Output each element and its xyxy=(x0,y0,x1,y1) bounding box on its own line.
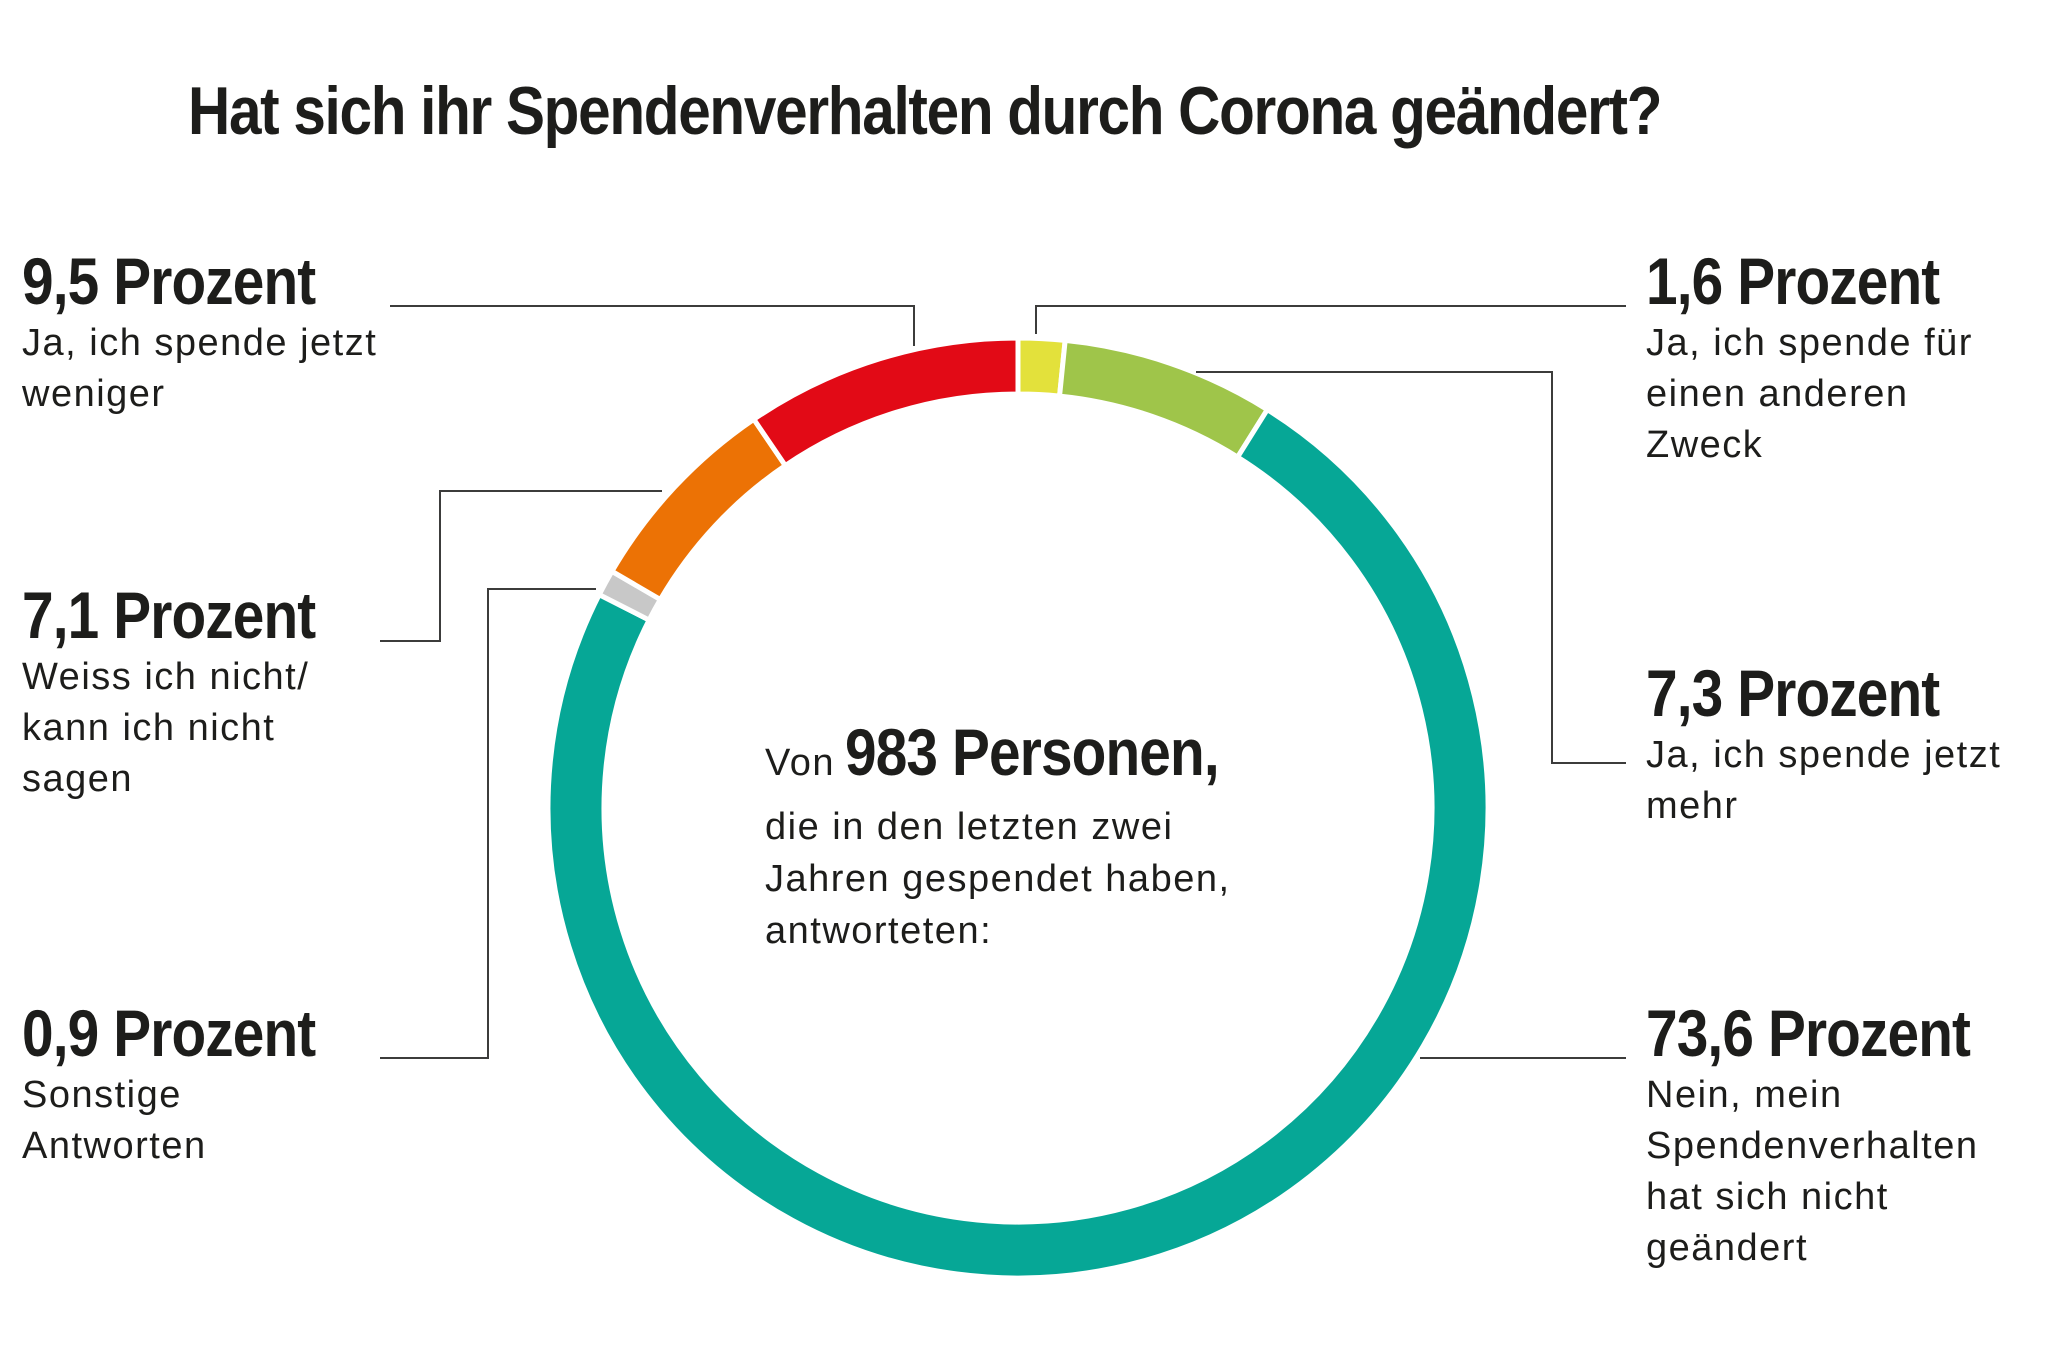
label-value: 0,9 Prozent xyxy=(22,996,316,1070)
label-sonstige: 0,9 Prozent Sonstige Antworten xyxy=(22,1000,442,1172)
label-value: 7,1 Prozent xyxy=(22,578,316,652)
donut-slice-nein-unveraendert xyxy=(545,406,1491,1281)
center-annotation: Von 983 Personen, die in den letzten zwei… xyxy=(765,715,1325,957)
center-line: Jahren gespendet haben, xyxy=(765,858,1231,900)
center-count: 983 Personen, xyxy=(845,715,1220,789)
leader-lines xyxy=(380,305,1626,1059)
label-desc-line: Sonstige xyxy=(22,1074,182,1116)
label-nein-unveraendert: 73,6 Prozent Nein, mein Spendenverhalten… xyxy=(1646,1000,2048,1274)
label-desc-line: Weiss ich nicht/ xyxy=(22,656,310,698)
label-value: 9,5 Prozent xyxy=(22,244,316,318)
label-spende-anderen-zweck: 1,6 Prozent Ja, ich spende für einen and… xyxy=(1646,248,2048,471)
label-desc-line: Antworten xyxy=(22,1125,207,1167)
donut-slice-weiss-nicht xyxy=(608,415,789,603)
leader-line-weiss-nicht xyxy=(380,490,662,642)
chart-title: Hat sich ihr Spendenverhalten durch Coro… xyxy=(188,73,1662,149)
label-value: 73,6 Prozent xyxy=(1646,996,1971,1070)
label-desc-line: sagen xyxy=(22,758,134,800)
label-desc-line: Zweck xyxy=(1646,424,1764,466)
leader-line-spende-anderen-zweck xyxy=(1035,305,1626,334)
leader-line-spende-mehr xyxy=(1196,371,1626,764)
label-weiss-nicht: 7,1 Prozent Weiss ich nicht/ kann ich ni… xyxy=(22,582,442,805)
label-value: 1,6 Prozent xyxy=(1646,244,1940,318)
leader-line-sonstige xyxy=(380,588,596,1059)
label-desc-line: Ja, ich spende für xyxy=(1646,322,1973,364)
label-spende-weniger: 9,5 Prozent Ja, ich spende jetzt weniger xyxy=(22,248,442,420)
donut-slice-spende-weniger xyxy=(750,335,1021,470)
label-desc-line: mehr xyxy=(1646,785,1739,827)
donut-slice-spende-mehr xyxy=(1056,337,1271,461)
label-spende-mehr: 7,3 Prozent Ja, ich spende jetzt mehr xyxy=(1646,660,2048,832)
label-desc-line: Nein, mein xyxy=(1646,1074,1843,1116)
label-desc-line: kann ich nicht xyxy=(22,707,276,749)
label-desc-line: hat sich nicht xyxy=(1646,1176,1889,1218)
label-desc-line: weniger xyxy=(22,373,166,415)
leader-line-spende-weniger xyxy=(390,305,915,346)
label-desc-line: Ja, ich spende jetzt xyxy=(1646,734,2002,776)
label-value: 7,3 Prozent xyxy=(1646,656,1940,730)
center-prefix: Von xyxy=(765,742,836,784)
label-desc-line: geändert xyxy=(1646,1227,1809,1269)
center-line: die in den letzten zwei xyxy=(765,806,1174,848)
label-desc-line: Spendenverhalten xyxy=(1646,1125,1979,1167)
donut-slices xyxy=(545,335,1491,1281)
label-desc-line: einen anderen xyxy=(1646,373,1909,415)
label-desc-line: Ja, ich spende jetzt xyxy=(22,322,378,364)
center-line: antworteten: xyxy=(765,910,993,952)
